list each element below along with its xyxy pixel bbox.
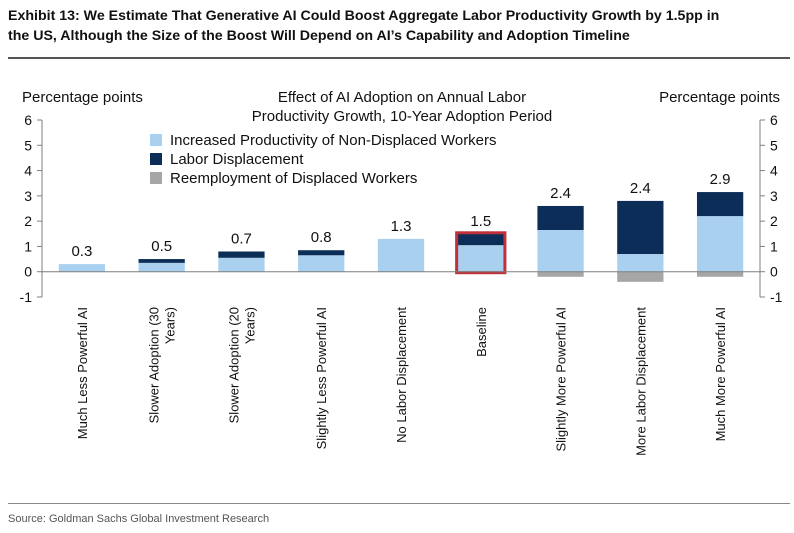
bar-segment	[696, 271, 744, 277]
right-tick-label: -1	[770, 289, 783, 305]
right-tick-label: 5	[770, 137, 778, 153]
right-axis-label: Percentage points	[659, 89, 780, 106]
category-label: Much Less Powerful AI	[75, 307, 90, 439]
plot-area: -1 -1 0 0 1 1 2 2 3 3 4 4 5 5 6 6 0.3 0.5 0.7 0.8 1.3 1.5 2.4 2…	[20, 112, 783, 456]
bar-segment	[218, 257, 265, 272]
exhibit-title: Exhibit 13: We Estimate That Generative …	[8, 6, 788, 46]
bar-segment	[377, 238, 425, 272]
right-tick-label: 0	[770, 264, 778, 280]
title-divider	[8, 57, 790, 59]
bar-segment	[696, 192, 744, 217]
left-tick-label: 3	[24, 188, 32, 204]
right-tick-label: 2	[770, 213, 778, 229]
chart-title-line-1: Effect of AI Adoption on Annual Labor	[278, 89, 526, 106]
left-tick-label: 2	[24, 213, 32, 229]
category-label: Baseline	[474, 307, 489, 357]
bar-segment	[457, 245, 504, 272]
bar-segment	[138, 262, 185, 272]
total-data-label: 2.9	[710, 171, 731, 188]
left-tick-label: 6	[24, 112, 32, 128]
bar-segment	[696, 216, 744, 272]
left-tick-label: 4	[24, 163, 32, 179]
bar-segment	[537, 271, 584, 277]
exhibit-title-line-1: Exhibit 13: We Estimate That Generative …	[8, 8, 720, 24]
category-label: No Labor Displacement	[394, 307, 409, 443]
source-note: Source: Goldman Sachs Global Investment …	[8, 513, 270, 525]
category-label: Years)	[242, 307, 257, 344]
bar-segment	[537, 229, 584, 272]
bar-segment	[58, 264, 106, 272]
left-tick-label: 1	[24, 238, 32, 254]
left-tick-label: 0	[24, 264, 32, 280]
category-label: More Labor Displacement	[633, 307, 648, 456]
legend-label: Increased Productivity of Non-Displaced …	[170, 132, 497, 149]
right-tick-label: 4	[770, 163, 778, 179]
category-label: Slower Adoption (30	[147, 307, 162, 423]
total-data-label: 0.5	[151, 238, 172, 255]
bar-segment	[138, 259, 185, 263]
bar-segment	[617, 271, 664, 282]
legend-swatch	[150, 153, 162, 165]
total-data-label: 0.7	[231, 230, 252, 247]
bar-segment	[298, 250, 345, 256]
total-data-label: 0.8	[311, 229, 332, 246]
category-label: Slightly Less Powerful AI	[314, 307, 329, 449]
left-tick-label: -1	[20, 289, 33, 305]
legend-label: Labor Displacement	[170, 151, 304, 168]
total-data-label: 2.4	[550, 185, 571, 202]
category-label: Years)	[163, 307, 178, 344]
legend-swatch	[150, 172, 162, 184]
right-tick-label: 3	[770, 188, 778, 204]
category-label: Slower Adoption (20	[226, 307, 241, 423]
legend-swatch	[150, 134, 162, 146]
bar-segment	[298, 255, 345, 272]
legend-label: Reemployment of Displaced Workers	[170, 170, 417, 187]
bar-segment	[457, 233, 504, 246]
chart-title-line-2: Productivity Growth, 10-Year Adoption Pe…	[252, 108, 552, 125]
bar-segment	[537, 205, 584, 230]
left-tick-label: 5	[24, 137, 32, 153]
baseline-highlight-box	[455, 231, 507, 275]
total-data-label: 1.5	[470, 213, 491, 230]
bar-segment	[617, 200, 664, 255]
right-tick-label: 6	[770, 112, 778, 128]
total-data-label: 1.3	[391, 218, 412, 235]
bar-segment	[218, 251, 265, 258]
category-label: Much More Powerful AI	[713, 307, 728, 441]
right-tick-label: 1	[770, 238, 778, 254]
exhibit-title-line-2: the US, Although the Size of the Boost W…	[8, 28, 630, 44]
left-axis-label: Percentage points	[22, 89, 143, 106]
bar-segment	[617, 254, 664, 272]
total-data-label: 0.3	[71, 243, 92, 260]
footer-divider	[8, 503, 790, 504]
total-data-label: 2.4	[630, 180, 651, 197]
category-label: Slightly More Powerful AI	[554, 307, 569, 452]
stacked-bar-chart: Percentage points Percentage points Effe…	[20, 89, 783, 456]
